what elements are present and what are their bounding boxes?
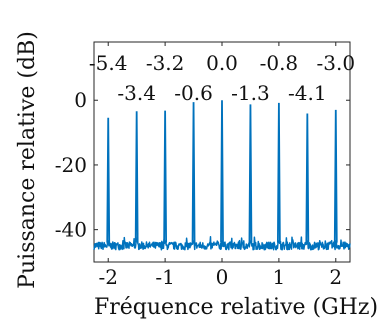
y-axis-ticks: -40 -20 0	[55, 88, 350, 242]
x-tick-label: 1	[273, 265, 286, 289]
peak-value-label: -4.1	[288, 81, 327, 105]
plot-area	[93, 41, 351, 263]
y-tick-label: -20	[55, 153, 87, 177]
spectral-peak	[191, 102, 196, 243]
peak-value-label: -3.4	[117, 81, 156, 105]
spectral-peak	[220, 100, 224, 243]
y-tick-label: 0	[74, 88, 87, 112]
peak-value-label: -5.4	[89, 51, 128, 75]
x-tick-label: -1	[155, 265, 174, 289]
x-tick-label: 2	[329, 265, 342, 289]
peak-marks	[106, 100, 338, 243]
peak-value-label: -0.6	[174, 81, 213, 105]
x-tick-label: -2	[98, 265, 117, 289]
peak-value-label: 0.0	[206, 51, 238, 75]
spectral-peak	[134, 111, 139, 243]
y-tick-label: -40	[55, 218, 87, 242]
spectral-peak	[248, 104, 253, 243]
spectral-peak	[333, 109, 338, 243]
spectral-peak	[163, 110, 168, 243]
spectral-peak	[276, 102, 281, 243]
spectrum-series-line	[93, 236, 351, 251]
spectral-peak	[305, 113, 310, 243]
peak-value-label: -0.8	[260, 51, 299, 75]
peak-value-label: -1.3	[231, 81, 270, 105]
x-tick-label: 0	[216, 265, 229, 289]
y-axis-label: Puissance relative (dB)	[15, 31, 40, 289]
peak-labels: -5.4 -3.2 0.0 -0.8 -3.0 -3.4 -0.6 -1.3 -4.1	[89, 51, 355, 105]
peak-value-label: -3.2	[146, 51, 185, 75]
peak-value-label: -3.0	[316, 51, 355, 75]
x-axis-ticks: -2 -1 0 1 2	[98, 42, 342, 289]
spectral-peak	[106, 117, 111, 243]
x-axis-label: Fréquence relative (GHz)	[94, 295, 378, 320]
